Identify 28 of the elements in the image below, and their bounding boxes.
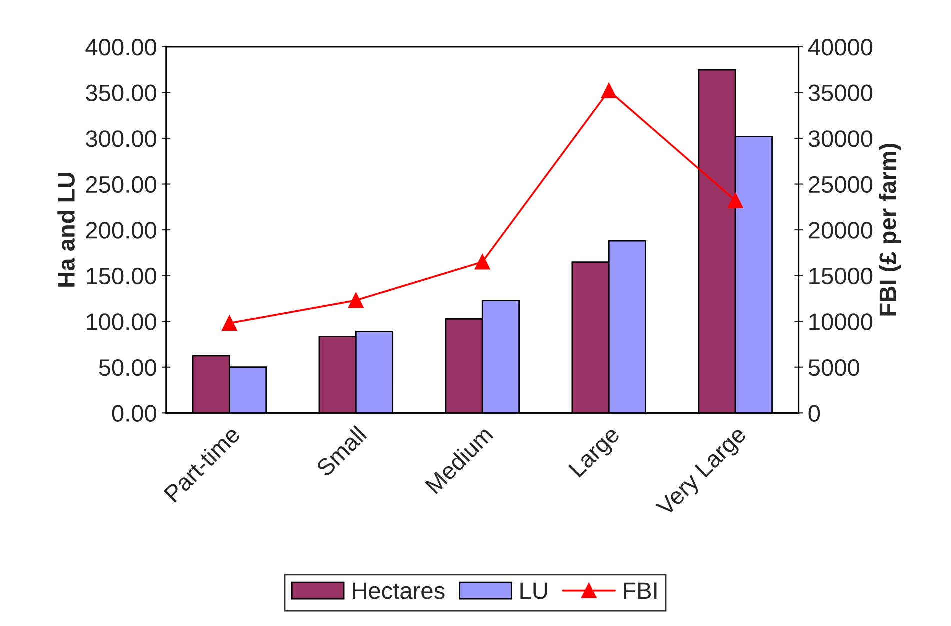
legend-label: FBI [624,582,657,600]
y2-tick-label: 20000 [809,222,873,239]
point [728,193,744,208]
y-tick-label: 250.00 [86,176,156,194]
y2-tick-label: 5000 [808,359,860,376]
y-tick-label: 100.00 [86,314,156,330]
y2-tick-label: 10000 [810,314,873,330]
y2-tick-label: 35000 [808,84,873,102]
y-tick-label: 350.00 [86,84,156,102]
y-tick-label: 150.00 [86,268,156,285]
y-tick-label: 300.00 [86,130,156,148]
point [474,254,490,270]
y2-tick-label: 25000 [809,176,873,194]
y-axis-title: Ha and LU [58,173,75,287]
y2-tick-label: 0 [808,405,820,422]
y-tick-label: 400.00 [86,39,156,56]
y2-axis-title: FBI (£ per farm) [879,144,902,316]
y2-tick-label: 15000 [810,268,873,285]
point [222,316,238,332]
point [601,83,617,99]
legend-label: Hectares [353,582,445,600]
y2-tick-label: 30000 [808,130,873,148]
point [348,292,364,308]
y-tick-label: 0.00 [112,405,156,422]
legend-label: LU [520,582,548,600]
y-tick-label: 50.00 [99,359,156,376]
y-tick-label: 200.00 [86,222,156,239]
y2-tick-label: 40000 [808,39,873,56]
